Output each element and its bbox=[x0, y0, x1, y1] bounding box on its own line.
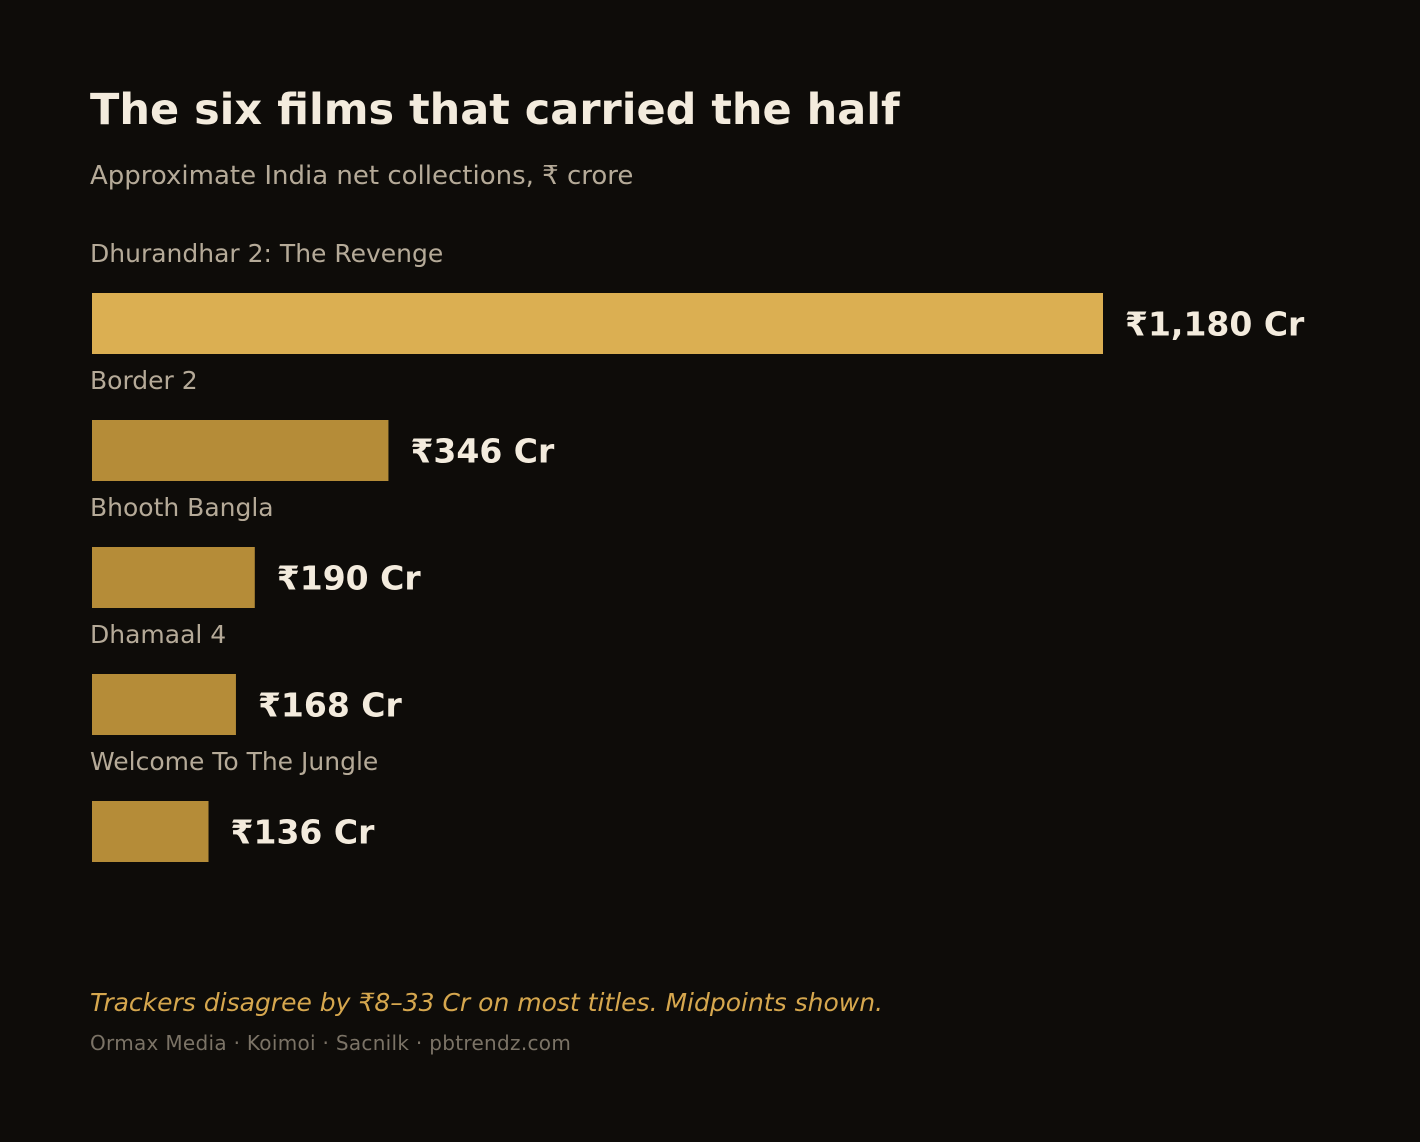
value-label: ₹1,180 Cr bbox=[1125, 305, 1305, 344]
chart-subtitle: Approximate India net collections, ₹ cro… bbox=[90, 161, 634, 191]
bar bbox=[92, 293, 1103, 354]
category-label: Border 2 bbox=[90, 366, 198, 395]
bar bbox=[92, 547, 255, 608]
category-label: Bhooth Bangla bbox=[90, 493, 274, 522]
value-label: ₹190 Cr bbox=[277, 559, 422, 598]
value-label: ₹168 Cr bbox=[258, 686, 403, 725]
category-label: Welcome To The Jungle bbox=[90, 747, 378, 776]
bar bbox=[92, 801, 209, 862]
category-label: Dhurandhar 2: The Revenge bbox=[90, 239, 443, 268]
value-label: ₹346 Cr bbox=[410, 432, 555, 471]
bar bbox=[92, 674, 236, 735]
value-label: ₹136 Cr bbox=[231, 813, 376, 852]
footnote: Trackers disagree by ₹8–33 Cr on most ti… bbox=[90, 988, 883, 1017]
bar bbox=[92, 420, 389, 481]
category-label: Dhamaal 4 bbox=[90, 620, 226, 649]
chart-title: The six films that carried the half bbox=[90, 85, 900, 135]
bar-chart: Dhurandhar 2: The Revenge ₹1,180 Cr Border… bbox=[90, 239, 1305, 862]
sources-line: Ormax Media · Koimoi · Sacnilk · pbtrend… bbox=[90, 1031, 572, 1055]
